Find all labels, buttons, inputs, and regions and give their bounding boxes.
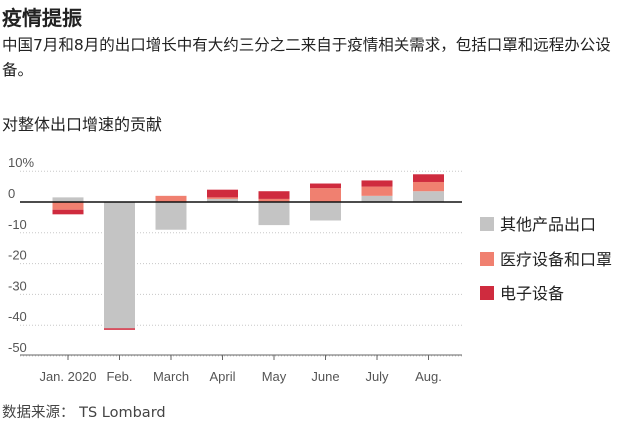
legend-label-other: 其他产品出口 <box>500 215 596 234</box>
bar-other <box>207 198 238 202</box>
bar-other <box>155 202 187 230</box>
y-tick-label: 0 <box>8 186 15 201</box>
bar-medical <box>361 186 393 196</box>
bar-other <box>413 191 444 202</box>
bar-medical <box>258 198 290 202</box>
y-tick-label: -20 <box>8 248 27 263</box>
y-tick-label: -30 <box>8 278 27 293</box>
x-tick-label: Aug. <box>415 369 442 384</box>
x-tick-label: April <box>209 369 235 384</box>
bar-electronics <box>361 180 393 187</box>
bar-electronics <box>52 209 84 215</box>
bar-electronics <box>413 174 444 182</box>
legend-label-medical: 医疗设备和口罩 <box>500 250 612 269</box>
subtitle: 中国7月和8月的出口增长中有大约三分之二来自于疫情相关需求，包括口罩和远程办公设… <box>2 36 611 79</box>
bar-electronics <box>207 189 238 198</box>
bar-electronics <box>310 183 341 189</box>
legend-swatch-electronics <box>480 286 494 300</box>
x-tick-label: Jan. 2020 <box>39 369 96 384</box>
bar-medical <box>155 195 187 202</box>
y-tick-label: -40 <box>8 309 27 324</box>
x-tick-label: Feb. <box>106 369 132 384</box>
bar-medical <box>310 188 341 202</box>
y-tick-label: 10% <box>8 155 34 170</box>
page-title: 疫情提振 <box>2 6 82 30</box>
source-note: 数据来源： TS Lombard <box>2 405 166 421</box>
bar-other <box>258 202 290 226</box>
bar-medical <box>413 181 444 192</box>
bar-other <box>104 202 135 329</box>
bar-medical <box>207 197 238 199</box>
x-tick-label: June <box>311 369 339 384</box>
grid-lines <box>20 170 462 357</box>
legend-label-electronics: 电子设备 <box>500 284 564 303</box>
x-tick-label: March <box>153 369 189 384</box>
bar-electronics <box>104 328 135 330</box>
x-tick-label: May <box>262 369 287 384</box>
legend-swatch-other <box>480 217 494 231</box>
bar-medical <box>52 202 84 210</box>
x-tick-label: July <box>365 369 389 384</box>
legend-swatch-medical <box>480 252 494 266</box>
axes: 10% 0 -10 -20 -30 -40 -50 Jan. 2020 Feb. March Apr… <box>8 155 462 384</box>
bar-chart: 10% 0 -10 -20 -30 -40 -50 Jan. 2020 Feb. March Apr… <box>8 155 612 384</box>
bar-other <box>361 195 393 202</box>
chart-section-title: 对整体出口增速的贡献 <box>2 115 163 134</box>
bar-other <box>310 202 341 221</box>
bar-electronics <box>258 191 290 199</box>
y-tick-label: -50 <box>8 340 27 355</box>
bars <box>52 174 444 330</box>
y-tick-label: -10 <box>8 217 27 232</box>
bar-other <box>52 197 84 202</box>
